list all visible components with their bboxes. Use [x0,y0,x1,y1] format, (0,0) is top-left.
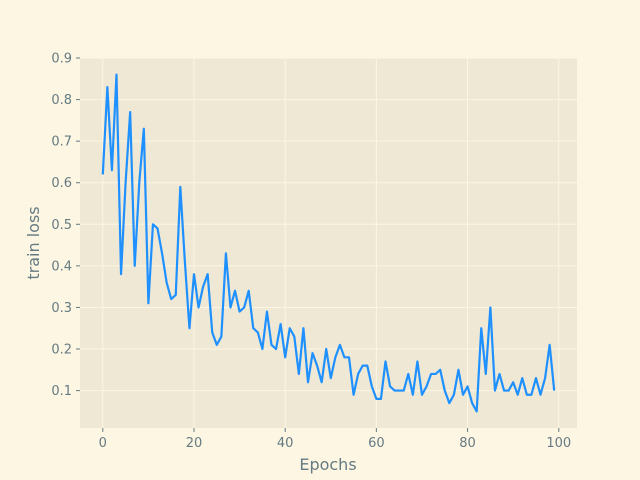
grid [80,57,577,428]
x-axis-label: Epochs [299,455,356,474]
x-tick-label: 20 [186,436,203,451]
train-loss-series-line [101,73,556,413]
y-tick-label: 0.8 [51,93,72,108]
y-axis-label: train loss [24,206,43,279]
y-tick-label: 0.4 [51,259,72,274]
y-tick-label: 0.3 [51,301,72,316]
x-tick-label: 40 [277,436,294,451]
x-tick-label: 0 [99,436,107,451]
x-tick-label: 100 [546,436,571,451]
x-tick-label: 60 [368,436,385,451]
y-tick-label: 0.2 [51,343,72,358]
y-tick-label: 0.9 [51,52,72,67]
y-axis-ticks: 0.1 0.2 0.3 0.4 0.5 0.6 0.7 0.8 0.9 [51,52,80,399]
x-axis-ticks: 0 20 40 60 80 100 [99,428,571,451]
y-tick-label: 0.6 [51,176,72,191]
x-tick-label: 80 [459,436,476,451]
y-tick-label: 0.5 [51,218,72,233]
series-layer [101,73,556,413]
y-tick-label: 0.1 [51,384,72,399]
y-tick-label: 0.7 [51,135,72,150]
plot-area [80,58,577,428]
